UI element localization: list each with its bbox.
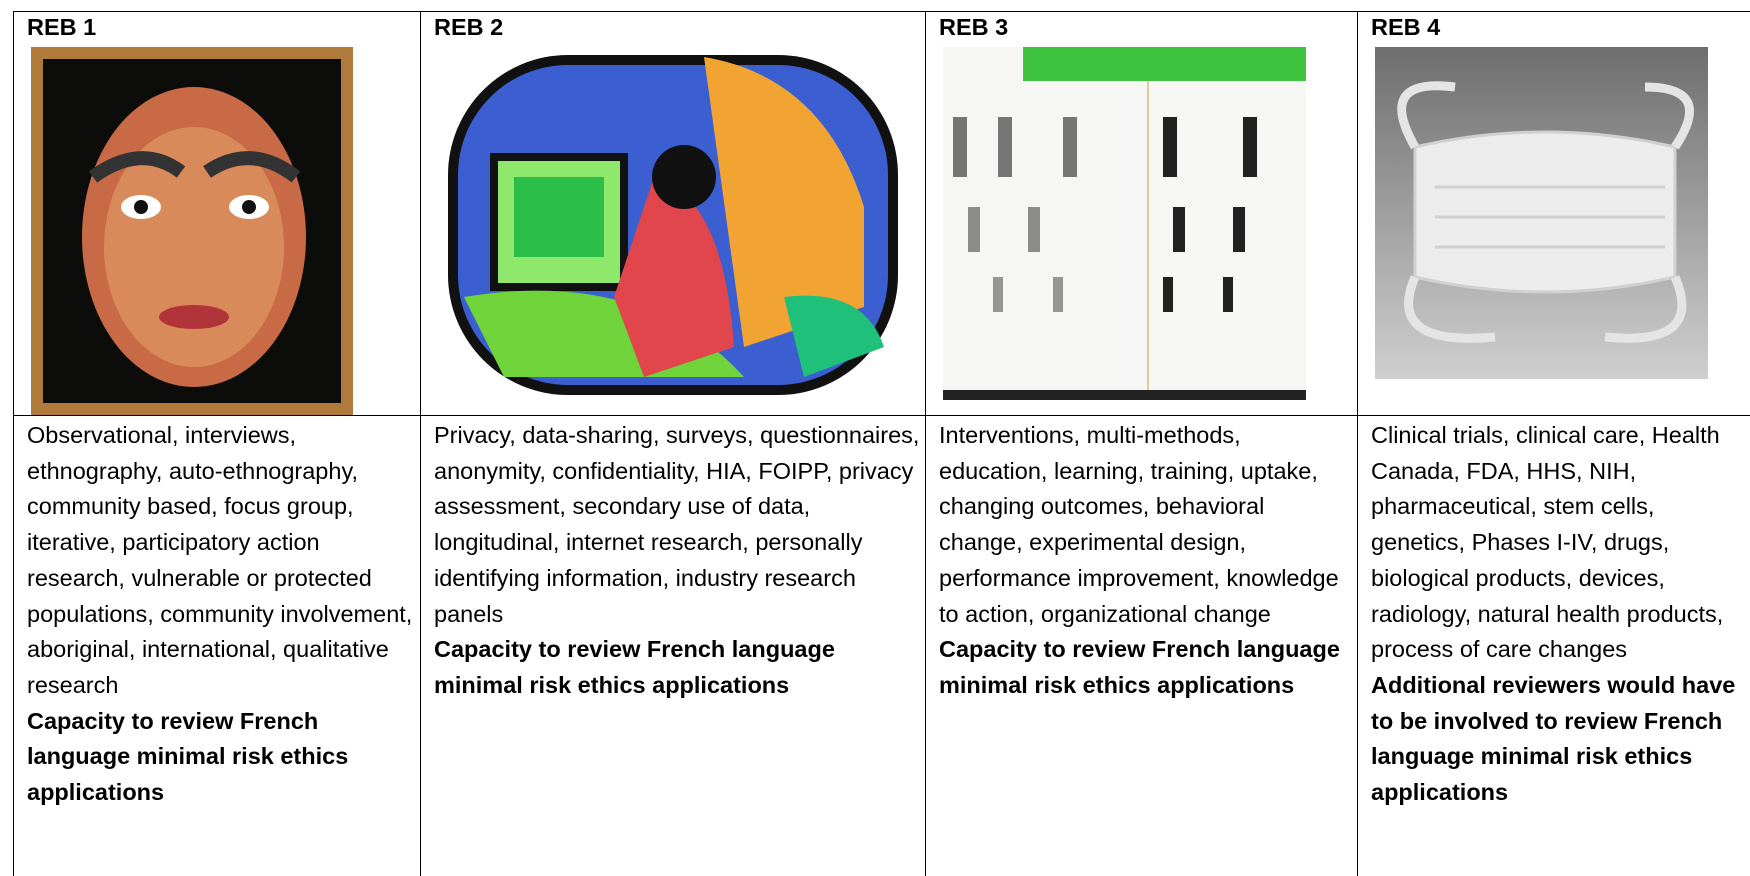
column-header: REB 3 xyxy=(939,14,1009,40)
table-border xyxy=(13,415,1750,416)
description: Clinical trials, clinical care, Health C… xyxy=(1371,422,1724,663)
note: Capacity to review French language minim… xyxy=(939,636,1340,698)
note: Additional reviewers would have to be in… xyxy=(1371,671,1736,806)
note: Capacity to review French language minim… xyxy=(434,636,835,698)
table-border xyxy=(420,11,421,876)
cell: Clinical trials, clinical care, Health C… xyxy=(1371,418,1749,811)
eye-chart-image xyxy=(943,47,1306,400)
description: Privacy, data-sharing, surveys, question… xyxy=(434,422,920,627)
column-header: REB 4 xyxy=(1371,14,1441,40)
note: Capacity to review French language minim… xyxy=(27,707,349,806)
cell: Interventions, multi-methods, education,… xyxy=(939,418,1353,704)
description: Observational, interviews, ethnography, … xyxy=(27,422,413,698)
column-header: REB 2 xyxy=(434,14,504,40)
column-header: REB 1 xyxy=(27,14,97,40)
table-border xyxy=(1357,11,1358,876)
cell: Privacy, data-sharing, surveys, question… xyxy=(434,418,922,704)
table-border xyxy=(13,11,14,876)
clipart-image xyxy=(448,55,898,395)
table-border xyxy=(13,11,1750,12)
cell: Observational, interviews, ethnography, … xyxy=(27,418,417,811)
surgical-mask-image xyxy=(1375,47,1708,379)
mask-image xyxy=(31,47,353,415)
description: Interventions, multi-methods, education,… xyxy=(939,422,1339,627)
table-border xyxy=(925,11,926,876)
